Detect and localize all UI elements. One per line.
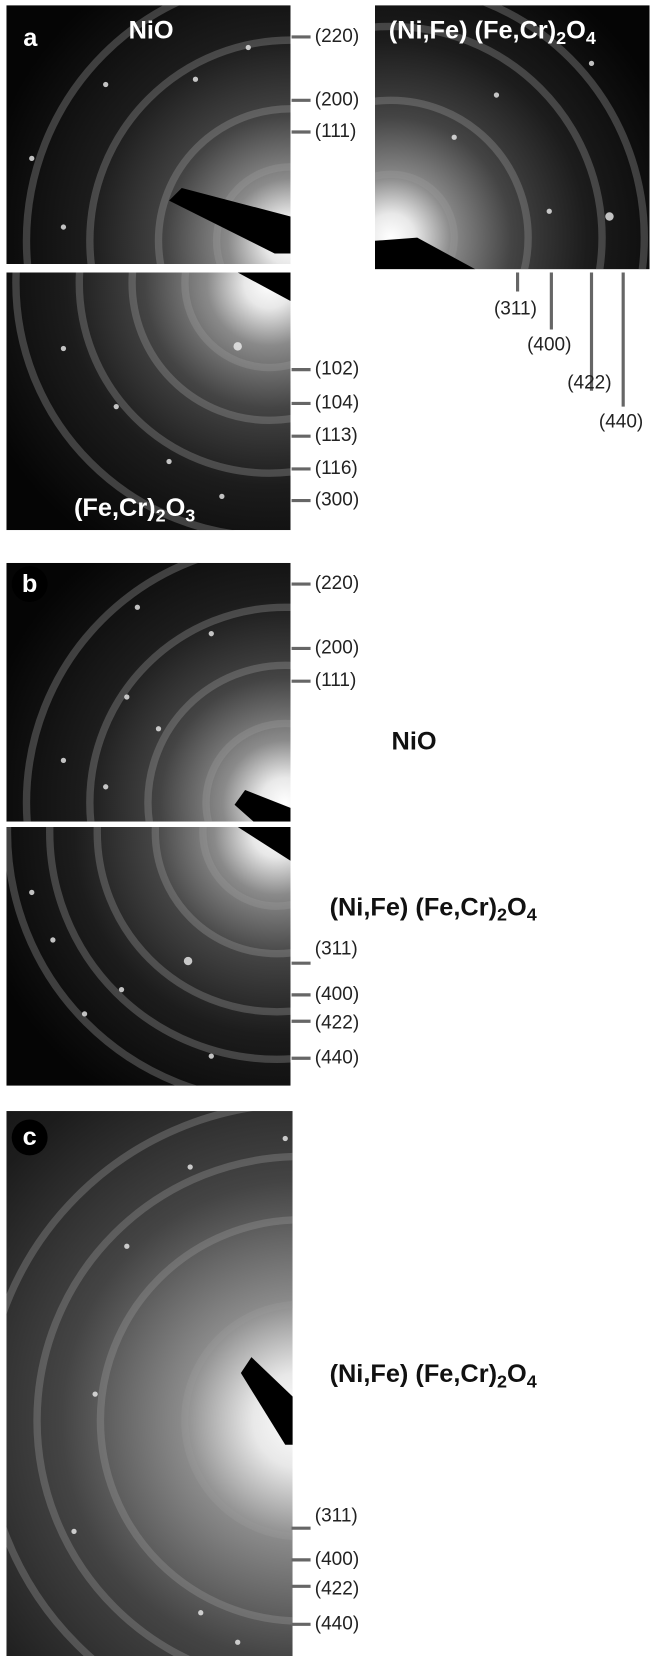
spot — [156, 726, 161, 731]
title-text: NiO — [129, 16, 174, 44]
reflection-label: (422) — [567, 372, 611, 393]
spot — [82, 1011, 87, 1016]
spot — [452, 135, 457, 140]
spot — [103, 82, 108, 87]
spot — [135, 605, 140, 610]
reflection-label: (220) — [315, 26, 359, 47]
reflection-label: (200) — [315, 89, 359, 110]
reflection-label: (311) — [315, 1506, 358, 1527]
spot — [61, 346, 66, 351]
reflection-label: (311) — [494, 298, 537, 319]
spot — [193, 77, 198, 82]
spot — [103, 784, 108, 789]
phase-title: (Ni,Fe) (Fe,Cr)2O4 — [330, 1360, 537, 1391]
title-text: O — [507, 1360, 527, 1388]
phase-title: NiO — [392, 727, 437, 755]
reflection-label: (422) — [315, 1578, 359, 1599]
phase-title: NiO — [129, 16, 174, 44]
subscript: 2 — [156, 505, 166, 525]
title-text: NiO — [392, 727, 437, 755]
spot — [198, 1610, 203, 1615]
subscript: 3 — [185, 505, 195, 525]
spot — [124, 1244, 129, 1249]
spot — [233, 342, 241, 350]
spot — [184, 957, 192, 965]
title-text: O — [507, 893, 527, 921]
spot — [92, 1391, 97, 1396]
figure: abcNiO(Ni,Fe) (Fe,Cr)2O4(Fe,Cr)2O3NiO(Ni… — [0, 0, 656, 1656]
reflection-label: (400) — [315, 1549, 359, 1570]
spot — [61, 224, 66, 229]
spot — [283, 1136, 288, 1141]
reflection-label: (220) — [315, 573, 359, 594]
spot — [246, 45, 251, 50]
subscript: 4 — [527, 1371, 537, 1391]
reflection-label: (111) — [315, 121, 357, 142]
spot — [71, 1529, 76, 1534]
spot — [235, 1640, 240, 1645]
phase-title: (Ni,Fe) (Fe,Cr)2O4 — [330, 893, 537, 924]
spot — [219, 494, 224, 499]
reflection-label: (116) — [315, 458, 358, 479]
spot — [61, 758, 66, 763]
reflection-label: (102) — [315, 359, 359, 380]
panel-letter: a — [23, 24, 38, 52]
panel-letter: b — [22, 570, 37, 598]
phase-title: (Fe,Cr)2O3 — [74, 494, 195, 525]
title-text: (Fe,Cr) — [74, 494, 156, 522]
spot — [589, 61, 594, 66]
reflection-label: (440) — [315, 1047, 359, 1068]
spot — [547, 209, 552, 214]
reflection-label: (311) — [315, 938, 358, 959]
title-text: (Ni,Fe) (Fe,Cr) — [330, 1360, 497, 1388]
reflection-label: (113) — [315, 425, 358, 446]
spot — [29, 890, 34, 895]
reflection-label: (200) — [315, 637, 359, 658]
spot — [188, 1164, 193, 1169]
subscript: 2 — [497, 1371, 507, 1391]
reflection-label: (111) — [315, 670, 357, 691]
spot — [124, 694, 129, 699]
spot — [605, 212, 613, 220]
subscript: 4 — [527, 904, 537, 924]
reflection-label: (104) — [315, 392, 359, 413]
spot — [114, 404, 119, 409]
spot — [494, 92, 499, 97]
image-bg — [375, 5, 650, 269]
reflection-label: (440) — [599, 411, 643, 432]
spot — [50, 937, 55, 942]
subscript: 2 — [556, 28, 566, 48]
spot — [119, 987, 124, 992]
subscript: 4 — [586, 28, 596, 48]
panel-letter: c — [23, 1123, 37, 1151]
spot — [29, 156, 34, 161]
reflection-label: (440) — [315, 1613, 359, 1634]
spot — [166, 459, 171, 464]
title-text: (Ni,Fe) (Fe,Cr) — [389, 16, 556, 44]
reflection-label: (400) — [315, 984, 359, 1005]
spot — [209, 1053, 214, 1058]
title-text: O — [566, 16, 586, 44]
title-text: O — [166, 494, 186, 522]
title-text: (Ni,Fe) (Fe,Cr) — [330, 893, 497, 921]
subscript: 2 — [497, 904, 507, 924]
spot — [209, 631, 214, 636]
page: {"panel_a": {"label": "a", "nio": {"titl… — [0, 0, 656, 1656]
reflection-label: (422) — [315, 1012, 359, 1033]
reflection-label: (400) — [527, 334, 571, 355]
reflection-label: (300) — [315, 490, 359, 511]
